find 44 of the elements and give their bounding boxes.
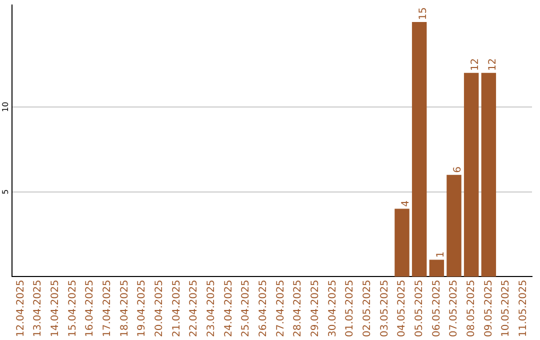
x-tick-label: 12.04.2025	[15, 280, 26, 338]
data-label: 12	[487, 58, 498, 71]
bar	[481, 72, 496, 277]
x-tick-label: 15.04.2025	[67, 280, 78, 338]
x-tick-label: 04.05.2025	[396, 280, 408, 338]
x-tick-label: 10.05.2025	[500, 280, 512, 338]
x-tick-label: 03.05.2025	[379, 280, 390, 338]
bar	[446, 174, 462, 277]
y-tick-label: 5	[1, 189, 10, 194]
x-tick-label: 24.04.2025	[223, 280, 234, 338]
x-tick-label: 11.05.2025	[518, 280, 529, 338]
x-tick-label: 07.05.2025	[448, 280, 460, 338]
x-tick-label: 22.04.2025	[188, 280, 200, 338]
x-tick-label: 23.04.2025	[206, 280, 217, 338]
x-tick-label: 19.04.2025	[136, 280, 148, 338]
x-tick-label: 29.04.2025	[310, 280, 321, 338]
data-label: 4	[400, 200, 412, 207]
x-tick-label: 28.04.2025	[292, 280, 304, 338]
x-tick-label: 20.04.2025	[154, 280, 165, 338]
x-tick-label: 25.04.2025	[240, 280, 252, 338]
data-label: 15	[418, 7, 429, 20]
x-tick-label: 30.04.2025	[327, 280, 338, 338]
x-tick-label: 26.04.2025	[258, 280, 269, 338]
x-tick-label: 08.05.2025	[466, 280, 477, 338]
x-tick-label: 18.04.2025	[119, 280, 130, 338]
x-tick-label: 02.05.2025	[362, 280, 373, 338]
data-label: 6	[452, 166, 464, 173]
x-tick-label: 16.04.2025	[84, 280, 96, 338]
x-tick-label: 06.05.2025	[431, 280, 442, 338]
x-tick-label: 14.04.2025	[50, 280, 61, 338]
x-tick-label: 05.05.2025	[414, 280, 425, 338]
x-tick-label: 27.04.2025	[275, 280, 286, 338]
x-tick-label: 13.04.2025	[32, 280, 44, 338]
bar	[394, 208, 410, 277]
data-label: 1	[435, 251, 446, 258]
x-tick-label: 21.04.2025	[171, 280, 182, 338]
x-tick-label: 09.05.2025	[483, 280, 494, 338]
x-tick-label: 01.05.2025	[344, 280, 356, 338]
bar	[412, 22, 427, 277]
x-tick-label: 17.04.2025	[102, 280, 113, 338]
y-tick-label: 10	[1, 102, 10, 112]
bar	[429, 260, 444, 277]
bar	[464, 72, 479, 277]
data-label: 12	[470, 58, 481, 71]
